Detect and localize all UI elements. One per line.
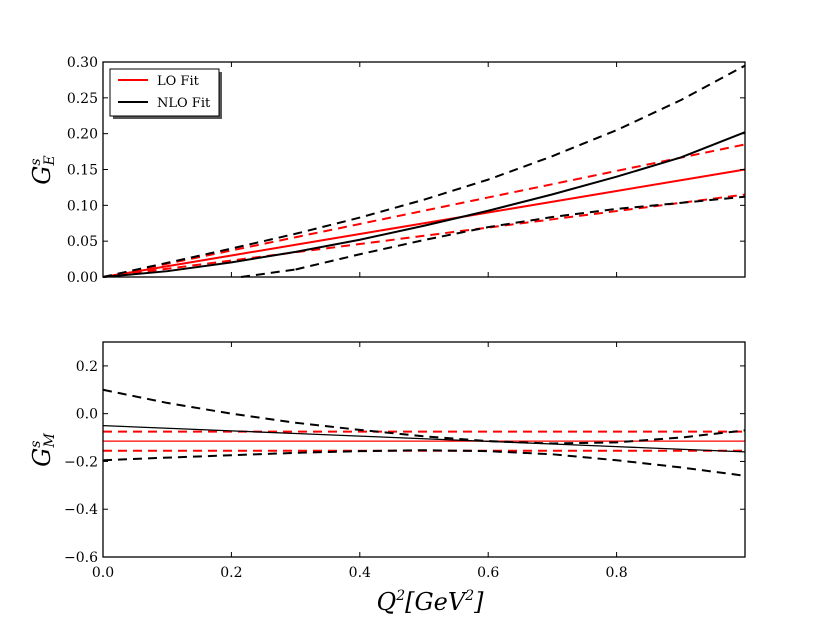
top-series-nlo-fit-lower [295,195,746,271]
bottom-ticks-group [102,342,745,558]
top-series-lo-fit [102,168,746,278]
bottom-ytick-label-3: 0.0 [76,407,98,423]
top-series-lo-fit-lower [102,193,746,278]
top-ytick-label-2: 0.10 [67,198,98,214]
bottom-y-axis-label: GsM [28,432,58,466]
bottom-ytick-label-2: −0.2 [64,454,98,470]
bottom-ytick-label-0: −0.6 [64,550,98,566]
top-ticks-group [102,61,745,278]
legend: LO Fit NLO Fit [109,68,222,119]
panel-bottom-magnetic-form-factor: −0.6 −0.4 −0.2 0.0 0.2 0.0 0.2 0.4 0.6 0.8 GsM Q… [28,341,746,616]
bottom-xtick-label-4: 0.8 [605,565,627,581]
top-ytick-label-4: 0.20 [67,127,98,143]
top-ytick-label-5: 0.25 [67,91,98,107]
bottom-series-nlo-fit [102,424,746,453]
top-ytick-label-6: 0.30 [67,55,98,71]
top-ytick-label-3: 0.15 [67,163,98,179]
bottom-ytick-label-1: −0.4 [64,502,98,518]
bottom-ytick-label-4: 0.2 [76,359,98,375]
top-ytick-label-1: 0.05 [67,234,98,250]
panel-top-electric-form-factor: 0.00 0.05 0.10 0.15 0.20 0.25 0.30 GsE LO Fit … [28,55,746,286]
legend-label-nlo-fit: NLO Fit [157,96,211,111]
top-series-nlo-fit-lower-start [240,268,296,278]
top-series-nlo-fit-upper [102,64,746,278]
bottom-xtick-label-2: 0.4 [349,565,371,581]
top-ytick-labels: 0.00 0.05 0.10 0.15 0.20 0.25 0.30 [67,55,98,286]
bottom-xtick-label-0: 0.0 [92,565,114,581]
top-series-nlo-fit [102,131,746,278]
top-ytick-label-0: 0.00 [67,270,98,286]
bottom-series-nlo-fit-lower [102,449,746,477]
legend-label-lo-fit: LO Fit [157,74,200,89]
bottom-xtick-labels: 0.0 0.2 0.4 0.6 0.8 [92,565,628,581]
bottom-plot-frame [102,341,746,558]
top-series-lo-fit-upper [102,143,746,278]
top-y-axis-label: GsE [28,155,58,185]
bottom-series-group [102,388,746,477]
top-series-group [102,64,746,278]
bottom-ytick-labels: −0.6 −0.4 −0.2 0.0 0.2 [64,359,98,566]
x-axis-label: Q2[GeV2] [377,588,485,616]
legend-box [109,68,220,117]
bottom-series-nlo-fit-upper [102,388,746,445]
bottom-xtick-label-3: 0.6 [477,565,499,581]
bottom-xtick-label-1: 0.2 [220,565,242,581]
